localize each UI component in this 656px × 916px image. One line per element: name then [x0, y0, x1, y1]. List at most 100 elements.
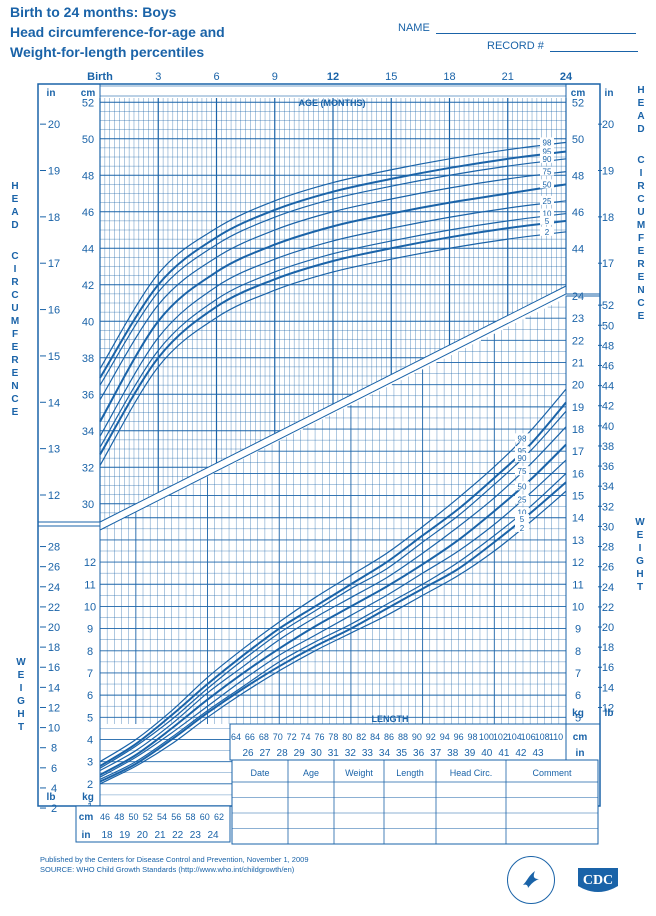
record-field[interactable]: RECORD #	[487, 40, 638, 52]
name-field[interactable]: NAME	[398, 22, 636, 34]
age-tick-label: 6	[213, 71, 219, 83]
wl-kg-tick-right: 19	[572, 402, 584, 414]
hc-curve-p2	[99, 231, 567, 466]
age-axis-band	[99, 85, 567, 97]
name-input-line[interactable]	[435, 23, 636, 34]
hc-cm-tick-left: 40	[82, 316, 94, 328]
wl-curve-p50	[99, 443, 567, 776]
length-in-tick: 33	[362, 748, 374, 759]
length-in-tick: 32	[345, 748, 357, 759]
length-in-tick-left: 20	[137, 830, 149, 841]
hc-in-tick-left: 19	[48, 166, 60, 178]
wl-lb-tick-right: 14	[602, 682, 614, 694]
length-cm-tick: 66	[245, 732, 255, 742]
diagonal-separator	[99, 285, 567, 531]
hc-percentile-label: 75	[543, 168, 552, 177]
wl-kg-tick-right: 16	[572, 468, 584, 480]
wl-kg-tick-right: 8	[575, 646, 581, 658]
length-cm-unit-left: cm	[79, 812, 94, 823]
wl-lb-tick-left: 14	[48, 682, 60, 694]
length-cm-tick: 64	[231, 732, 241, 742]
hc-cm-tick-left: 48	[82, 170, 94, 182]
length-cm-tick: 68	[259, 732, 269, 742]
wl-kg-tick-right: 13	[572, 535, 584, 547]
hc-percentile-label: 5	[545, 217, 550, 226]
title-line-1: Birth to 24 months: Boys	[10, 4, 177, 20]
length-cm-tick: 82	[356, 732, 366, 742]
record-table-header: Age	[303, 768, 319, 778]
length-cm-tick: 84	[370, 732, 380, 742]
wl-lb-tick-right: 30	[602, 521, 614, 533]
wl-percentile-label-bg	[514, 522, 529, 532]
hc-in-tick-right: 18	[602, 212, 614, 224]
hc-curve-p95	[99, 150, 567, 379]
hc-curve-p75	[99, 171, 567, 401]
length-cm-tick-left: 58	[185, 812, 195, 822]
name-label: NAME	[398, 22, 430, 34]
length-cm-tick: 108	[535, 732, 550, 742]
hc-curve-p98	[99, 141, 567, 370]
wl-lb-tick-left: 18	[48, 642, 60, 654]
length-cm-tick-left: 56	[171, 812, 181, 822]
wl-percentile-label: 5	[520, 515, 525, 524]
hc-in-tick-left: 15	[48, 351, 60, 363]
wl-percentile-label-bg	[514, 466, 529, 476]
wl-kg-header-right: kg	[572, 708, 584, 719]
wl-lb-tick-right: 38	[602, 441, 614, 453]
hc-left-scale-box	[37, 83, 101, 523]
length-in-unit: in	[576, 748, 585, 759]
wl-lb-tick-left: 26	[48, 562, 60, 574]
wl-lb-tick-right: 22	[602, 602, 614, 614]
length-in-tick: 28	[277, 748, 289, 759]
wl-kg-tick-left: 3	[87, 757, 93, 769]
length-cm-tick: 88	[398, 732, 408, 742]
wl-lb-tick-left: 4	[51, 783, 57, 795]
length-in-tick: 34	[379, 748, 391, 759]
length-cm-tick-left: 48	[114, 812, 124, 822]
length-cm-tick-left: 46	[100, 812, 110, 822]
wl-kg-tick-right: 15	[572, 491, 584, 503]
wl-lb-tick-right: 44	[602, 381, 614, 393]
wl-kg-tick-left: 6	[87, 690, 93, 702]
wl-lb-header-left: lb	[47, 792, 56, 803]
wl-lb-tick-right: 16	[602, 662, 614, 674]
hc-in-tick-left: 16	[48, 305, 60, 317]
hc-cm-tick-left: 44	[82, 243, 94, 255]
wl-lb-tick-left: 2	[51, 803, 57, 815]
hc-curve-p5	[99, 219, 567, 455]
record-input-line[interactable]	[549, 41, 638, 52]
wl-kg-tick-right: 20	[572, 380, 584, 392]
publisher-note: Published by the Centers for Disease Con…	[40, 855, 309, 864]
length-cm-tick: 110	[549, 732, 563, 742]
hc-cm-tick-right: 48	[572, 170, 584, 182]
wl-lb-tick-left: 24	[48, 582, 60, 594]
cdc-logo: CDC	[572, 860, 624, 900]
age-tick-label: 12	[327, 71, 339, 83]
wl-lb-tick-right: 34	[602, 481, 614, 493]
length-in-tick: 35	[396, 748, 408, 759]
wl-kg-tick-right: 10	[572, 601, 584, 613]
age-tick-label: 18	[443, 71, 455, 83]
wl-kg-tick-left: 8	[87, 646, 93, 658]
age-tick-label: 3	[155, 71, 161, 83]
hc-percentile-label-bg	[540, 195, 554, 205]
wl-curve-p10	[99, 472, 567, 780]
wl-lb-tick-right: 24	[602, 582, 614, 594]
wl-kg-header-left: kg	[82, 792, 94, 803]
hc-in-tick-left: 14	[48, 397, 60, 409]
wl-lb-tick-left: 20	[48, 622, 60, 634]
hhs-seal-logo	[507, 856, 555, 904]
wl-curve-p75	[99, 426, 567, 772]
wl-lb-tick-right: 46	[602, 361, 614, 373]
wl-lb-tick-right: 52	[602, 300, 614, 312]
wl-percentile-label: 95	[518, 447, 527, 456]
length-in-tick-left: 19	[119, 830, 131, 841]
hc-cm-header-left: cm	[81, 88, 96, 99]
wl-lb-tick-right: 40	[602, 421, 614, 433]
wl-percentile-label-bg	[514, 494, 529, 504]
hc-percentile-label: 25	[543, 197, 552, 206]
length-cm-tick: 70	[273, 732, 283, 742]
wl-lb-tick-right: 42	[602, 401, 614, 413]
